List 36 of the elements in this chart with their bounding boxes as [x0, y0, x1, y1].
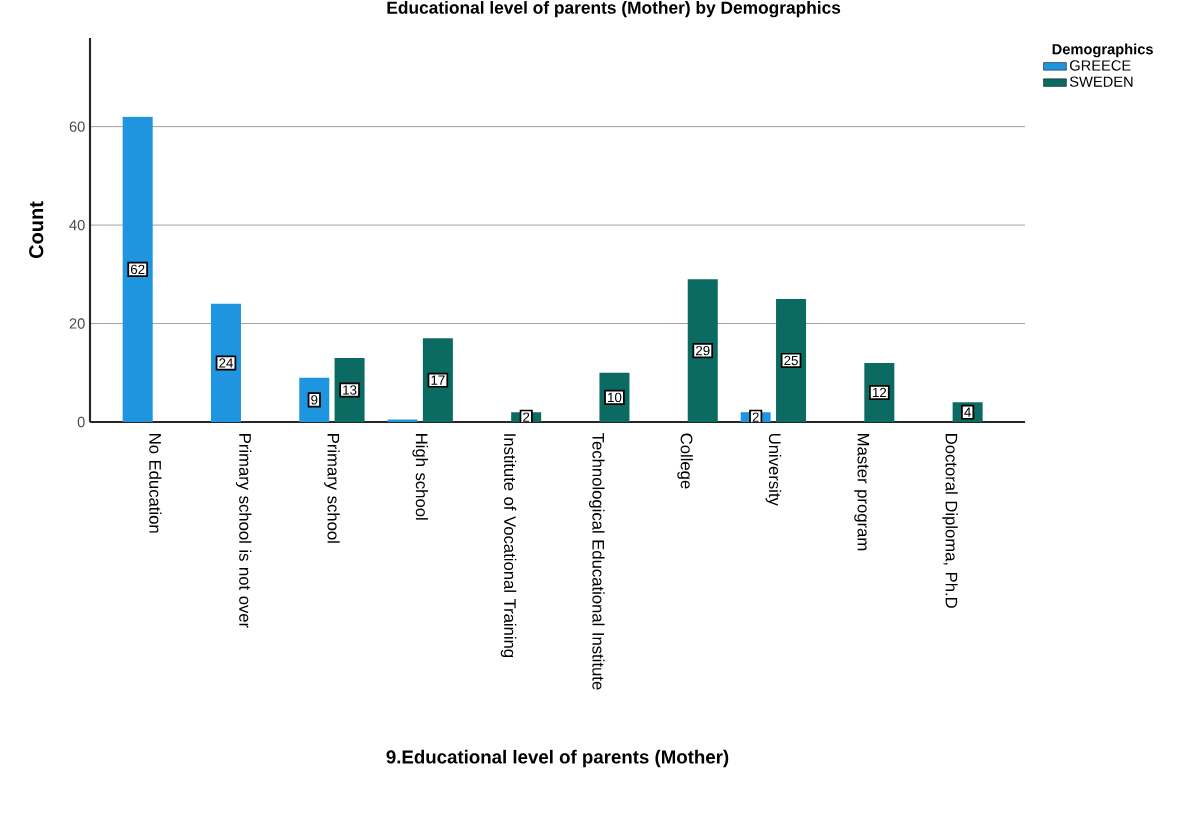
x-tick-label: University [765, 433, 782, 506]
x-tick-label: Institute of Vocational Training [500, 434, 517, 658]
x-tick-label: High school [412, 434, 428, 520]
legend-title: Demographics [1052, 43, 1153, 58]
legend-label: GREECE [1070, 60, 1131, 71]
bar [687, 279, 718, 422]
data-label: 4 [964, 407, 971, 417]
x-tick-label: Technological Educational Institute [589, 433, 605, 690]
chart-title: Educational level of parents (Mother) by Demographics [387, 1, 841, 18]
data-label: 2 [523, 412, 530, 422]
data-label: 24 [219, 358, 233, 368]
x-tick-label: Doctoral Diploma, Ph.D [942, 434, 958, 608]
y-axis-title: Count [29, 201, 44, 259]
data-label: 25 [784, 355, 798, 366]
x-tick-label: No Education [149, 434, 162, 533]
data-label: 9 [311, 395, 318, 405]
y-tick-label: 20 [69, 318, 85, 329]
x-tick-label: Primary school [324, 434, 340, 543]
x-tick-label: College [677, 433, 693, 489]
data-label: 2 [752, 412, 759, 422]
data-label: 12 [872, 387, 887, 398]
bar [776, 298, 807, 422]
y-tick-label: 40 [69, 219, 85, 231]
data-label: 17 [431, 375, 445, 385]
data-label: 13 [343, 385, 357, 395]
y-tick-label: 0 [77, 416, 85, 428]
x-axis-title: 9.Educational level of parents (Mother) [386, 749, 729, 768]
data-label: 62 [130, 264, 145, 275]
x-tick-label: Master program [854, 434, 870, 551]
data-label: 29 [696, 345, 710, 356]
bar [122, 116, 153, 422]
y-tick-label: 60 [69, 121, 85, 132]
legend-label: SWEDEN [1069, 76, 1133, 87]
x-tick-label: Primary school is not over [235, 434, 252, 628]
bar [210, 303, 241, 422]
data-label: 10 [608, 392, 622, 403]
